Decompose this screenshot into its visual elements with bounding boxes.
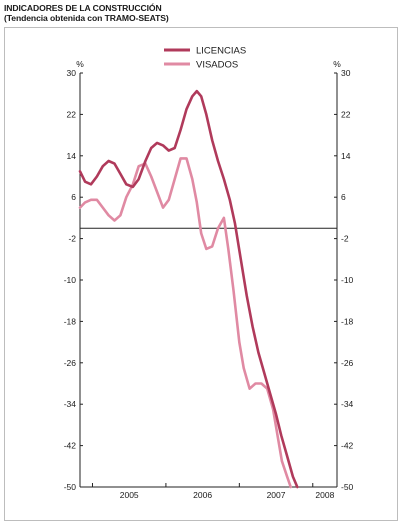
y-tick-label-left: -34 — [64, 399, 77, 409]
x-tick-label: 2007 — [267, 490, 286, 500]
y-tick-label-left: -50 — [64, 482, 77, 492]
chart-frame — [4, 27, 398, 521]
y-tick-label-right: -2 — [341, 234, 349, 244]
legend-label-visados: VISADOS — [196, 60, 238, 71]
y-tick-label-left: 22 — [67, 109, 77, 119]
y-tick-label-right: 14 — [341, 151, 351, 161]
y-tick-label-right: 6 — [341, 192, 346, 202]
series-line-visados — [78, 157, 292, 489]
legend-label-licencias: LICENCIAS — [196, 46, 246, 57]
chart-subtitle: (Tendencia obtenida con TRAMO-SEATS) — [4, 13, 169, 23]
y-tick-label-left: -42 — [64, 441, 77, 451]
y-tick-label-right: -50 — [341, 482, 354, 492]
y-tick-label-right: -42 — [341, 441, 354, 451]
y-tick-label-left: -18 — [64, 316, 77, 326]
y-tick-label-left: 30 — [67, 68, 77, 78]
y-tick-label-right: 22 — [341, 109, 351, 119]
y-tick-label-right: -18 — [341, 316, 354, 326]
y-tick-label-right: 30 — [341, 68, 351, 78]
y-tick-label-right: -10 — [341, 275, 354, 285]
y-tick-label-right: -26 — [341, 358, 354, 368]
y-unit-label-left: % — [76, 59, 84, 69]
y-tick-label-left: 14 — [67, 151, 77, 161]
x-tick-label: 2006 — [193, 490, 212, 500]
y-tick-label-left: -10 — [64, 275, 77, 285]
y-tick-label-right: -34 — [341, 399, 354, 409]
x-tick-label: 2005 — [120, 490, 139, 500]
y-tick-label-left: 6 — [71, 192, 76, 202]
series-line-licencias — [78, 89, 299, 489]
chart-title: INDICADORES DE LA CONSTRUCCIÓN — [4, 3, 162, 13]
x-tick-label: 2008 — [315, 490, 334, 500]
y-tick-label-left: -26 — [64, 358, 77, 368]
y-tick-label-left: -2 — [68, 234, 76, 244]
y-unit-label-right: % — [333, 59, 341, 69]
